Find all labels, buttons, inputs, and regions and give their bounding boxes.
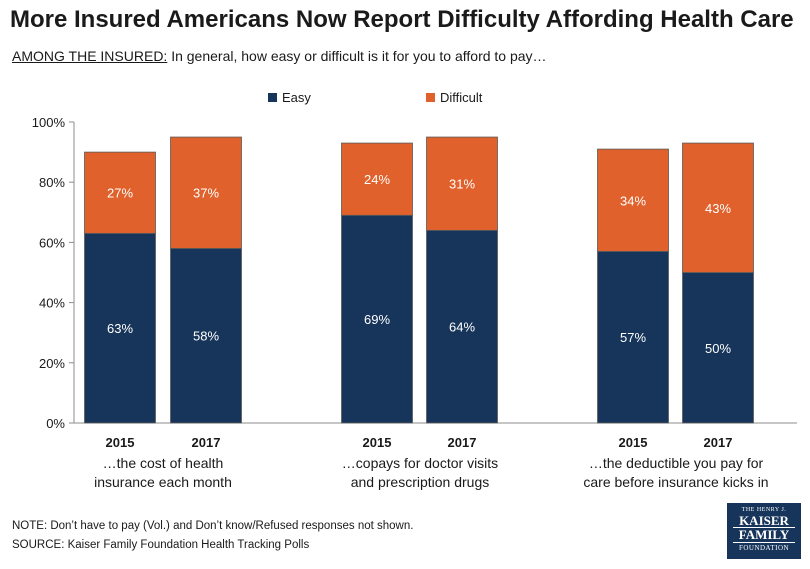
chart-subtitle: AMONG THE INSURED: In general, how easy …: [12, 48, 547, 64]
subtitle-lead: AMONG THE INSURED:: [12, 48, 168, 64]
logo-line-2: KAISER: [733, 514, 795, 528]
legend-label-easy: Easy: [282, 90, 311, 105]
data-label-easy: 50%: [705, 341, 731, 356]
y-tick-label: 80%: [39, 175, 65, 190]
bar-difficult: [170, 136, 242, 249]
data-label-easy: 69%: [364, 312, 390, 327]
x-tick-label-year: 2015: [619, 435, 648, 450]
bar-easy: [84, 232, 156, 424]
chart-source: SOURCE: Kaiser Family Foundation Health …: [12, 539, 310, 551]
y-tick-label: 60%: [39, 235, 65, 250]
logo-line-4: FOUNDATION: [738, 544, 790, 552]
category-label: care before insurance kicks in: [583, 474, 768, 490]
y-tick-label: 20%: [39, 356, 65, 371]
data-label-easy: 58%: [193, 329, 219, 344]
legend-swatch-difficult: [426, 93, 435, 102]
chart-note: NOTE: Don’t have to pay (Vol.) and Don’t…: [12, 520, 414, 532]
bar-easy: [597, 251, 669, 424]
logo-line-3: FAMILY: [733, 528, 795, 543]
bar-easy: [341, 214, 413, 424]
bar-difficult: [341, 142, 413, 216]
x-tick-label-year: 2017: [448, 435, 477, 450]
category-label: and prescription drugs: [351, 474, 490, 490]
kff-logo: THE HENRY J. KAISER FAMILY FOUNDATION: [727, 503, 801, 559]
data-label-easy: 63%: [107, 321, 133, 336]
x-tick-label-year: 2015: [363, 435, 392, 450]
bar-difficult: [426, 136, 498, 231]
x-tick-label-year: 2017: [704, 435, 733, 450]
bar-difficult: [682, 142, 754, 273]
category-label: …copays for doctor visits: [342, 455, 498, 471]
logo-line-1: THE HENRY J.: [741, 507, 787, 513]
bar-easy: [170, 248, 242, 424]
data-label-difficult: 43%: [705, 201, 731, 216]
y-tick-label: 40%: [39, 296, 65, 311]
bar-difficult: [597, 148, 669, 252]
category-label: …the cost of health: [103, 455, 224, 471]
subtitle-question: In general, how easy or difficult is it …: [167, 48, 547, 64]
x-tick-label-year: 2017: [192, 435, 221, 450]
legend-label-difficult: Difficult: [440, 90, 483, 105]
data-label-difficult: 37%: [193, 186, 219, 201]
data-label-easy: 57%: [620, 330, 646, 345]
bar-difficult: [84, 151, 156, 234]
legend-swatch-easy: [268, 93, 277, 102]
data-label-difficult: 31%: [449, 177, 475, 192]
category-label: …the deductible you pay for: [589, 455, 764, 471]
chart-title: More Insured Americans Now Report Diffic…: [10, 6, 794, 33]
data-label-difficult: 34%: [620, 193, 646, 208]
category-label: insurance each month: [94, 474, 232, 490]
data-label-easy: 64%: [449, 320, 475, 335]
data-label-difficult: 27%: [107, 186, 133, 201]
bar-easy: [426, 229, 498, 424]
y-tick-label: 0%: [46, 416, 65, 431]
x-tick-label-year: 2015: [106, 435, 135, 450]
data-label-difficult: 24%: [364, 172, 390, 187]
bar-easy: [682, 272, 754, 424]
y-tick-label: 100%: [32, 115, 66, 130]
